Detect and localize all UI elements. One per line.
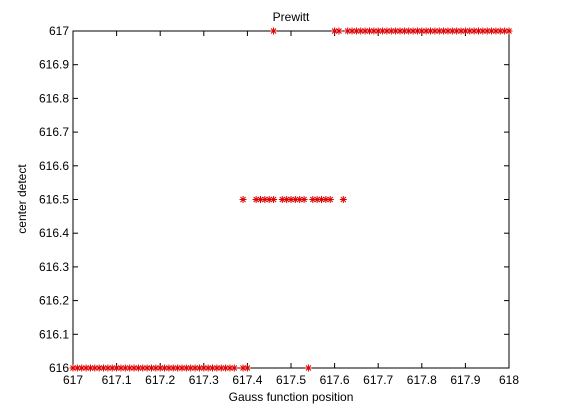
x-tick-label: 617.6 (320, 373, 350, 387)
data-point (143, 364, 151, 372)
data-point (335, 27, 343, 35)
data-point (435, 27, 443, 35)
y-tick-label: 616.3 (39, 260, 69, 274)
y-tick-label: 616.4 (39, 226, 69, 240)
x-tick-label: 617.7 (363, 373, 393, 387)
x-axis-title: Gauss function position (229, 390, 354, 404)
data-point (474, 27, 482, 35)
data-point (100, 364, 108, 372)
data-point (331, 27, 339, 35)
data-point (387, 27, 395, 35)
x-tick-label: 617.8 (407, 373, 437, 387)
data-point (265, 196, 273, 203)
data-point (104, 364, 112, 372)
data-point (113, 364, 121, 372)
x-tick-label: 617.2 (145, 373, 175, 387)
data-point (178, 364, 186, 372)
data-point (82, 364, 90, 372)
data-point (457, 27, 465, 35)
y-tick-label: 616 (49, 361, 69, 375)
data-point (466, 27, 474, 35)
data-point (165, 364, 173, 372)
y-tick-label: 617 (49, 24, 69, 38)
y-tick-label: 616.8 (39, 91, 69, 105)
data-point (270, 196, 278, 203)
data-point (348, 27, 356, 35)
data-point (488, 27, 496, 35)
data-point (152, 364, 160, 372)
data-point (304, 364, 312, 372)
tick-labels: 617 617.1 617.2 617.3 617.4 617.5 617.6 617.7 61… (39, 24, 519, 387)
data-point (270, 27, 278, 35)
y-tick-label: 616.1 (39, 327, 69, 341)
x-tick-label: 617.4 (232, 373, 262, 387)
x-tick-label: 617.1 (102, 373, 132, 387)
data-point (326, 196, 334, 203)
x-tick-label: 618 (499, 373, 519, 387)
data-point (204, 364, 212, 372)
data-point (243, 364, 251, 372)
y-tick-label: 616.2 (39, 294, 69, 308)
data-point (182, 364, 190, 372)
data-point (413, 27, 421, 35)
x-tick-label: 617.3 (189, 373, 219, 387)
x-tick-label: 617.9 (450, 373, 480, 387)
data-point (339, 196, 347, 203)
data-point (239, 196, 247, 203)
x-tick-label: 617.5 (276, 373, 306, 387)
data-point (174, 364, 182, 372)
data-point (318, 196, 326, 203)
x-tick-label: 617 (63, 373, 83, 387)
chart-title: Prewitt (273, 10, 310, 24)
data-markers (69, 27, 513, 372)
y-axis-title: center detect (15, 164, 29, 234)
y-tick-label: 616.9 (39, 58, 69, 72)
data-point (300, 196, 308, 203)
data-point (383, 27, 391, 35)
y-tick-label: 616.6 (39, 159, 69, 173)
y-tick-label: 616.7 (39, 125, 69, 139)
data-point (230, 364, 238, 372)
data-point (344, 27, 352, 35)
data-point (505, 27, 513, 35)
y-tick-label: 616.5 (39, 193, 69, 207)
